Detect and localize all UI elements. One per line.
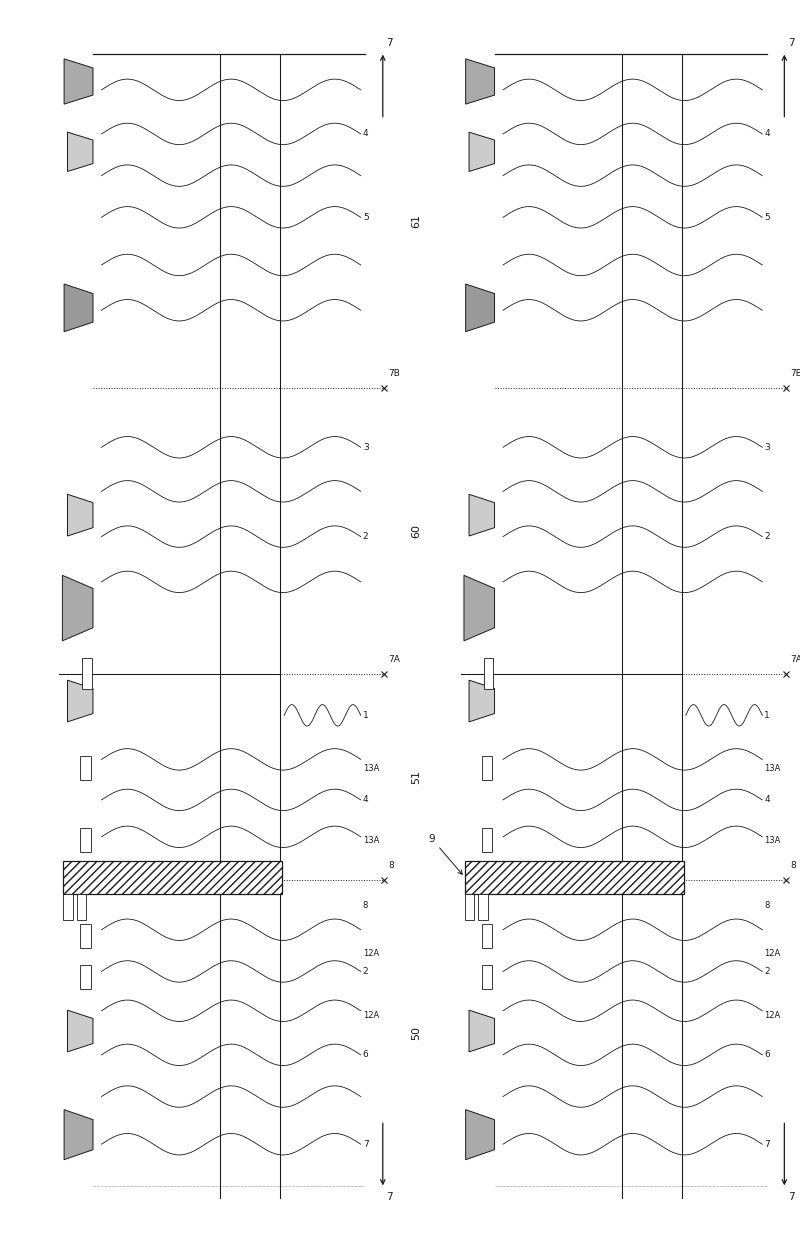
Text: 7B: 7B — [790, 370, 800, 378]
Bar — [465, 894, 474, 920]
Bar — [80, 828, 91, 852]
Text: 1: 1 — [363, 711, 369, 719]
Text: 8: 8 — [790, 862, 796, 870]
Polygon shape — [64, 284, 93, 331]
Text: 7: 7 — [386, 1192, 393, 1202]
Text: 7: 7 — [788, 1192, 794, 1202]
Text: 13A: 13A — [363, 836, 379, 844]
Text: 8: 8 — [388, 862, 394, 870]
Text: 2: 2 — [363, 532, 369, 541]
Text: 13A: 13A — [764, 764, 781, 774]
Polygon shape — [469, 681, 494, 722]
Bar — [482, 924, 493, 947]
Text: 12A: 12A — [764, 1011, 781, 1021]
Bar — [478, 894, 488, 920]
Text: 51: 51 — [412, 770, 422, 784]
Bar — [482, 828, 493, 852]
Text: 13A: 13A — [764, 836, 781, 844]
Bar — [484, 658, 494, 689]
Text: 6: 6 — [363, 1050, 369, 1059]
Bar — [465, 861, 684, 894]
Text: 7: 7 — [788, 38, 794, 48]
Text: 5: 5 — [764, 213, 770, 222]
Text: 61: 61 — [412, 213, 422, 228]
Text: 50: 50 — [412, 1025, 422, 1040]
Text: 9: 9 — [429, 833, 462, 874]
Polygon shape — [466, 284, 494, 331]
Text: 8: 8 — [363, 901, 368, 910]
Bar — [63, 861, 282, 894]
Text: 6: 6 — [764, 1050, 770, 1059]
Text: 7: 7 — [764, 1140, 770, 1148]
Text: 4: 4 — [363, 129, 369, 139]
Text: 2: 2 — [764, 532, 770, 541]
Text: 12A: 12A — [363, 949, 379, 959]
Text: 7B: 7B — [388, 370, 400, 378]
Polygon shape — [464, 575, 494, 641]
Polygon shape — [64, 58, 93, 104]
Polygon shape — [67, 681, 93, 722]
Polygon shape — [469, 495, 494, 536]
Polygon shape — [67, 495, 93, 536]
Polygon shape — [64, 1110, 93, 1159]
Polygon shape — [67, 133, 93, 171]
Text: 2: 2 — [764, 967, 770, 976]
Bar — [80, 756, 91, 780]
Text: 7A: 7A — [790, 655, 800, 665]
Bar — [482, 966, 493, 990]
Text: 13A: 13A — [363, 764, 379, 774]
Polygon shape — [62, 575, 93, 641]
Text: 4: 4 — [363, 795, 369, 805]
Text: 60: 60 — [412, 523, 422, 538]
Text: 4: 4 — [764, 795, 770, 805]
Text: 4: 4 — [764, 129, 770, 139]
Polygon shape — [469, 1011, 494, 1052]
Text: 3: 3 — [363, 443, 369, 451]
Text: 3: 3 — [764, 443, 770, 451]
Text: 12A: 12A — [764, 949, 781, 959]
Bar — [82, 658, 92, 689]
Bar — [63, 894, 73, 920]
Bar — [77, 894, 86, 920]
Text: 7: 7 — [386, 38, 393, 48]
Text: 12A: 12A — [363, 1011, 379, 1021]
Bar — [80, 966, 91, 990]
Text: 1: 1 — [764, 711, 770, 719]
Text: 7A: 7A — [388, 655, 400, 665]
Polygon shape — [469, 133, 494, 171]
Polygon shape — [466, 58, 494, 104]
Text: 7: 7 — [363, 1140, 369, 1148]
Text: 5: 5 — [363, 213, 369, 222]
Bar — [80, 924, 91, 947]
Polygon shape — [466, 1110, 494, 1159]
Polygon shape — [67, 1011, 93, 1052]
Text: 8: 8 — [764, 901, 770, 910]
Text: 2: 2 — [363, 967, 369, 976]
Bar — [482, 756, 493, 780]
